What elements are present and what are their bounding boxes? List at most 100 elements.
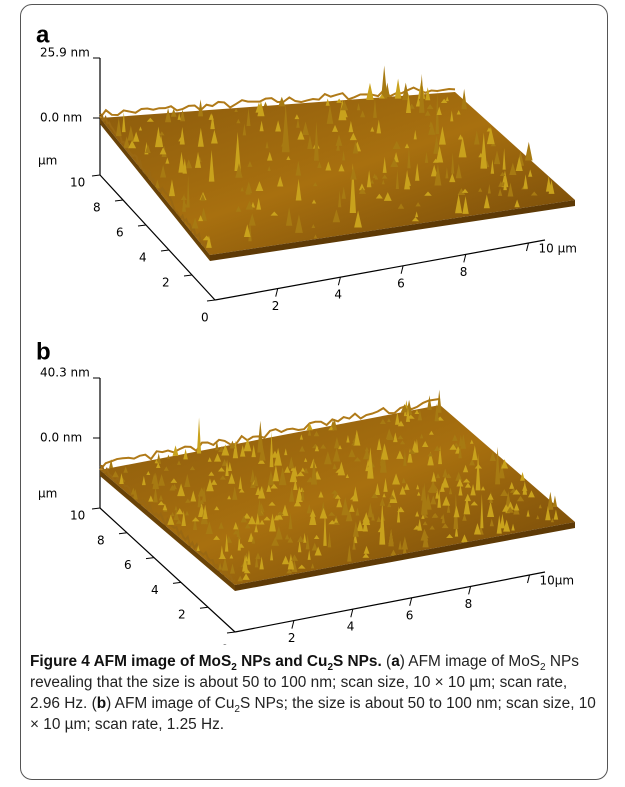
surface-peak: [469, 458, 475, 466]
surface-peak: [239, 488, 245, 493]
surface-peak: [522, 480, 528, 495]
surface-peak: [461, 188, 469, 193]
surface-peak: [255, 552, 261, 560]
surface-peak: [375, 193, 383, 199]
surface-peak: [194, 151, 202, 168]
surface-peak: [191, 217, 199, 229]
surface-peak: [449, 173, 456, 183]
surface-peak: [335, 468, 343, 473]
y-tick-label: 0: [201, 311, 209, 325]
surface-peak: [392, 473, 401, 485]
surface-peak: [445, 167, 449, 179]
surface-side: [100, 470, 235, 591]
surface-peak: [242, 554, 248, 572]
x-tick-label: 8: [460, 265, 468, 279]
surface-peak: [297, 130, 305, 140]
surface-peak: [538, 504, 542, 509]
surface-peak: [284, 466, 291, 473]
surface-peak: [438, 126, 446, 145]
caption-text: 2: [327, 662, 334, 674]
x-tick: [468, 586, 472, 595]
surface-peak: [520, 472, 525, 481]
surface-peak: [381, 174, 388, 179]
surface-peak: [523, 174, 528, 189]
surface-peak: [165, 157, 170, 164]
surface-peak: [168, 179, 176, 197]
surface-peak: [328, 511, 336, 516]
surface-peak: [366, 82, 374, 101]
surface-peak: [215, 440, 219, 451]
surface-peak: [397, 506, 405, 513]
surface-peak: [254, 554, 259, 568]
surface-peak: [507, 182, 514, 197]
surface-peak: [462, 196, 469, 214]
surface-peak: [313, 534, 320, 539]
surface-peak: [192, 515, 198, 530]
x-tick: [291, 620, 295, 629]
surface-peak: [422, 521, 428, 526]
surface-peak: [293, 478, 298, 490]
surface-peak: [382, 493, 386, 498]
surface-peak: [182, 158, 187, 174]
surface-peak: [478, 187, 483, 192]
surface-peak: [394, 412, 400, 425]
surface-peak: [253, 475, 259, 487]
surface-peak: [300, 467, 305, 472]
surface-peak: [242, 123, 247, 136]
surface-peak: [487, 501, 495, 518]
surface-peak: [472, 445, 478, 461]
surface-peak: [463, 495, 471, 515]
surface-peak: [413, 129, 417, 140]
surface-peak: [336, 498, 343, 508]
surface-peak: [286, 155, 291, 160]
surface-peak: [225, 459, 229, 476]
surface-peak: [160, 164, 167, 178]
surface-peak: [509, 162, 517, 175]
surface-peak: [325, 98, 330, 106]
surface-peak: [378, 94, 385, 99]
surface-peak: [255, 102, 263, 113]
surface-peak: [158, 473, 166, 486]
surface-peak: [434, 403, 439, 422]
surface-peak: [145, 144, 151, 154]
surface-peak: [294, 114, 300, 120]
caption-text: 2: [540, 662, 546, 674]
surface-peak: [156, 452, 162, 464]
surface-peak: [401, 536, 408, 550]
surface-peak: [295, 214, 303, 233]
surface-peak: [259, 519, 265, 525]
y-tick: [118, 532, 128, 535]
surface-peak: [278, 96, 286, 107]
surface-peak: [259, 556, 264, 570]
surface-peak: [464, 493, 471, 502]
surface-peak: [328, 520, 337, 525]
x-tick: [337, 277, 341, 286]
surface-peak: [303, 467, 309, 474]
caption-text: NPs and Cu: [236, 653, 328, 670]
surface-peak: [146, 117, 154, 122]
surface-peak: [206, 235, 212, 248]
surface-peak: [490, 159, 495, 174]
surface-peak: [397, 435, 404, 440]
surface-peak: [234, 131, 241, 171]
surface-peak: [435, 473, 441, 479]
afm-surface: [100, 92, 575, 255]
surface-peak: [170, 478, 178, 483]
surface-peak: [297, 535, 304, 543]
surface-peak: [411, 440, 419, 453]
surface-peak: [154, 179, 160, 189]
surface-peak: [528, 490, 535, 498]
figure-caption: Figure 4 AFM image of MoS2 NPs and Cu2S …: [30, 651, 600, 735]
surface-peak: [425, 87, 431, 101]
surface-peak: [181, 510, 186, 527]
surface-peak: [224, 533, 229, 552]
surface-peak: [439, 482, 445, 492]
surface-peak: [430, 164, 438, 177]
surface-peak: [277, 176, 284, 187]
surface-peak: [132, 131, 140, 142]
surface-peak: [462, 464, 469, 473]
surface-peak: [487, 493, 494, 500]
surface-peak: [404, 143, 410, 149]
surface-peak: [426, 104, 434, 110]
y-tick: [206, 299, 216, 302]
